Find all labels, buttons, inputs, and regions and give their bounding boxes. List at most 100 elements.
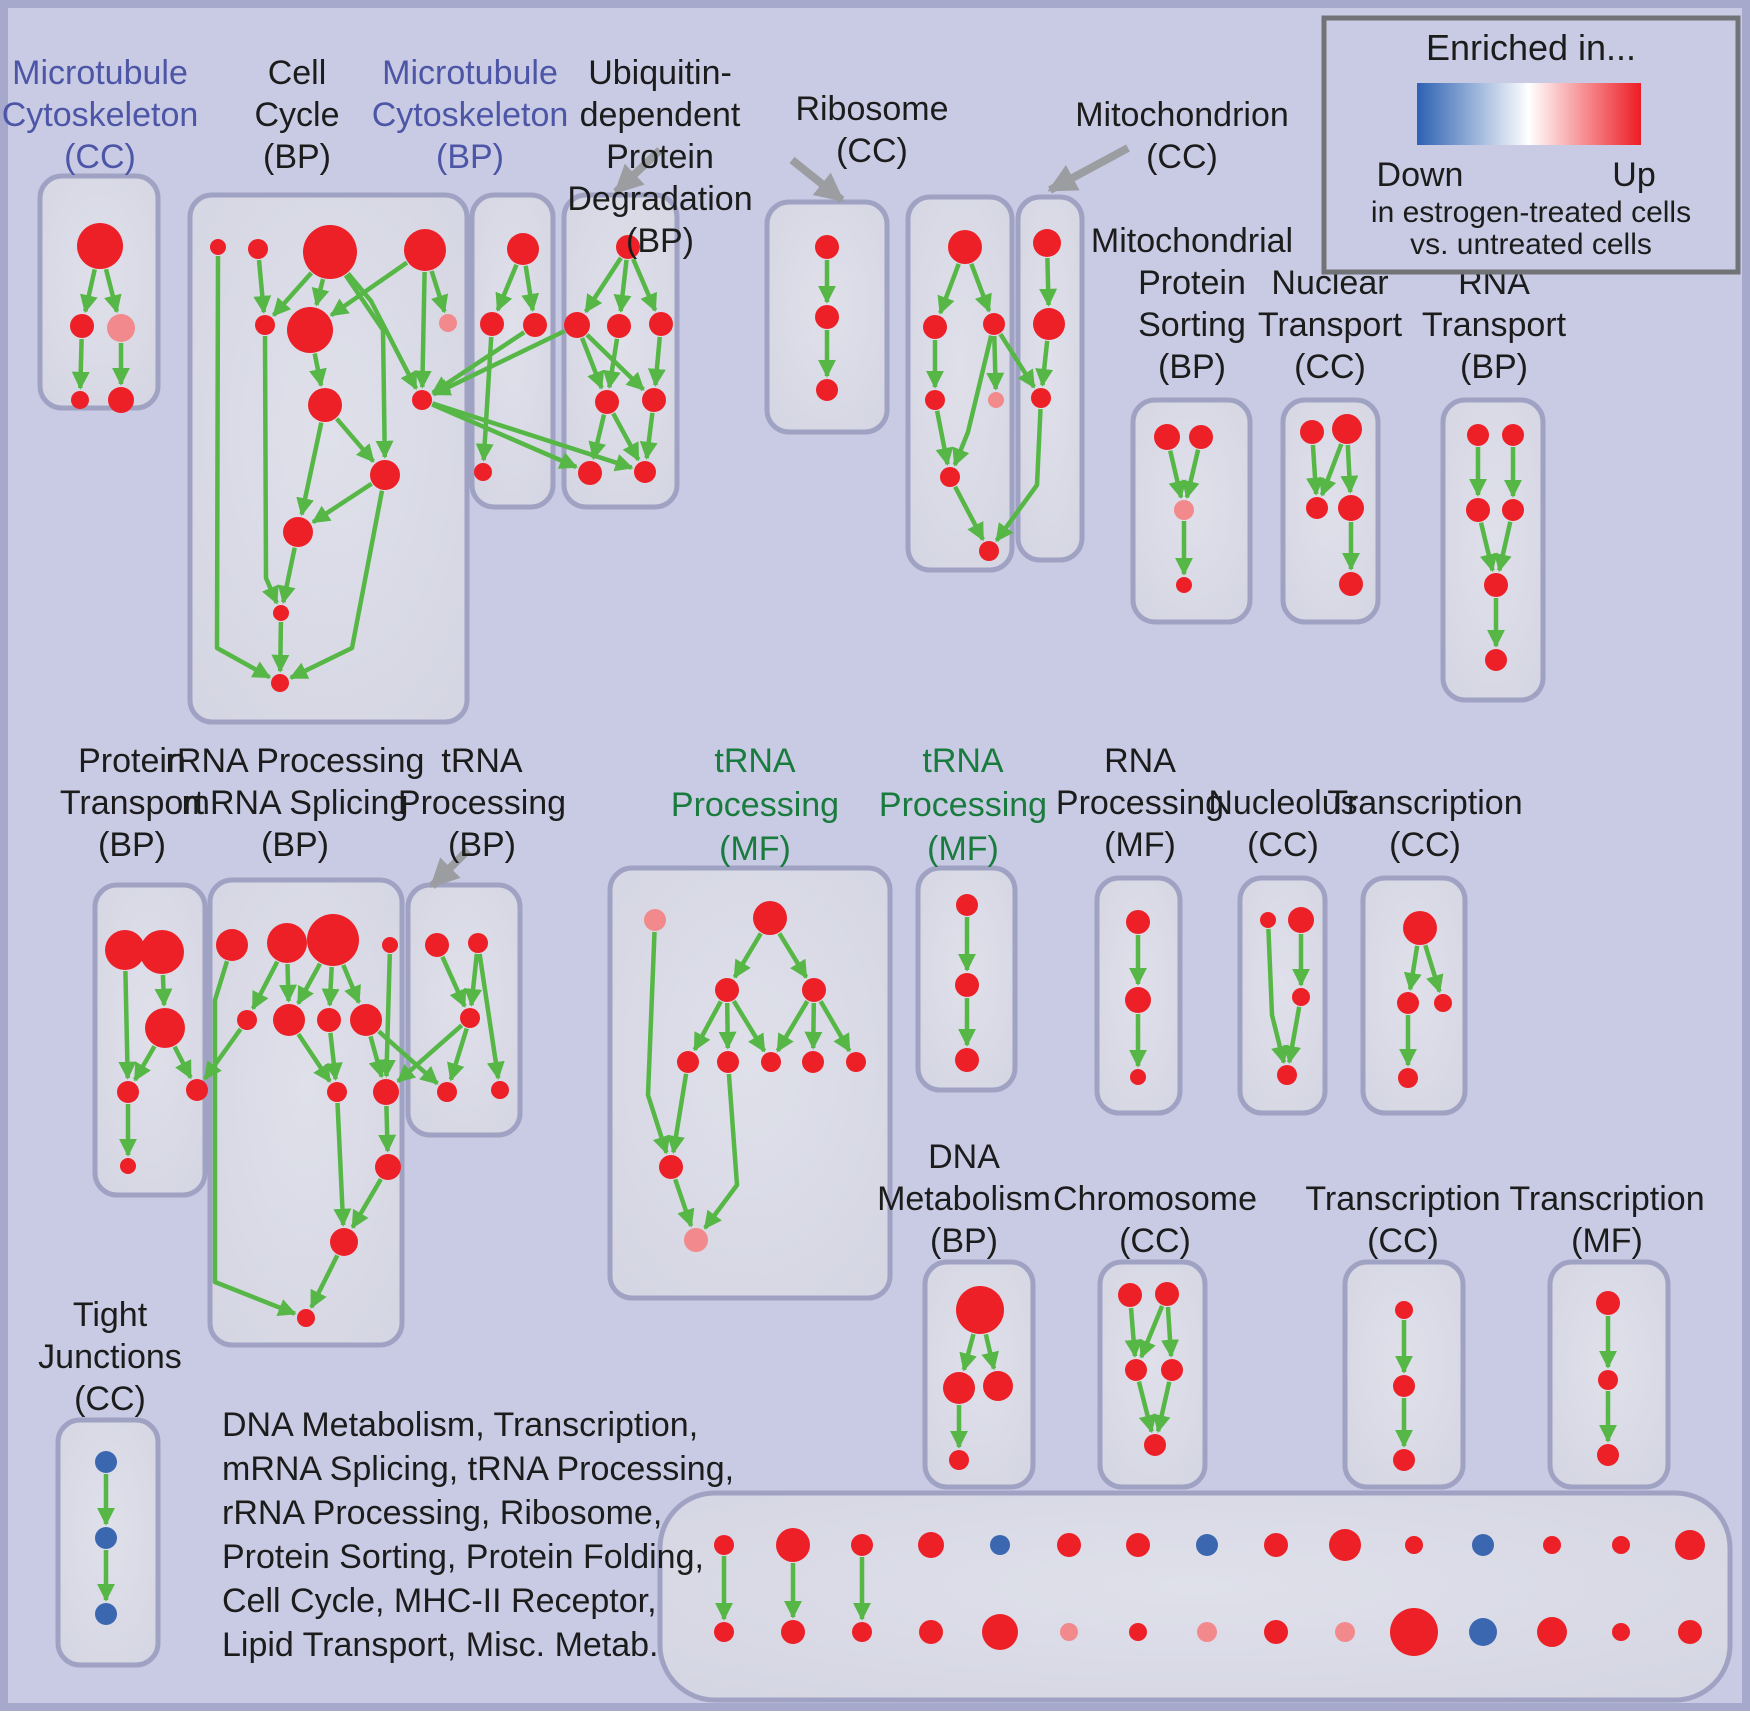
go-term-node bbox=[145, 1008, 185, 1048]
cluster-label-rna-processing-mf: RNA Processing (MF) bbox=[1056, 742, 1224, 864]
cluster-box-nuclear-transport bbox=[1280, 397, 1381, 625]
go-term-node bbox=[983, 1371, 1013, 1401]
edge-arrow bbox=[309, 353, 327, 388]
edge-arrow bbox=[1139, 1305, 1165, 1359]
go-term-node bbox=[412, 390, 432, 410]
legend-note-line2: vs. untreated cells bbox=[1410, 228, 1652, 261]
edge-arrow bbox=[521, 265, 540, 312]
go-term-node bbox=[1264, 1533, 1288, 1557]
misc-categories-text: DNA Metabolism, Transcription, mRNA Splic… bbox=[222, 1406, 734, 1664]
edge-arrow bbox=[324, 1032, 343, 1081]
go-term-node bbox=[460, 1008, 480, 1028]
go-term-node bbox=[273, 605, 289, 621]
go-term-node bbox=[1403, 911, 1437, 945]
go-term-node bbox=[1469, 1618, 1497, 1646]
edge-arrow bbox=[588, 414, 607, 461]
go-term-node bbox=[1130, 1069, 1146, 1085]
go-term-node bbox=[1597, 1444, 1619, 1466]
cluster-label-ubiquitin-degradation: Ubiquitin-dependent Protein Degradation (BP… bbox=[567, 54, 752, 260]
go-term-node bbox=[70, 314, 94, 338]
edge-arrow bbox=[311, 278, 330, 307]
label-pointer-arrow bbox=[789, 156, 845, 204]
go-term-node bbox=[1393, 1449, 1415, 1471]
go-term-node bbox=[474, 463, 492, 481]
cluster-label-trna-processing-mf-1: tRNA Processing (MF) bbox=[671, 742, 839, 868]
edge-arrow bbox=[647, 336, 666, 387]
edge-arrow bbox=[673, 1178, 695, 1228]
go-term-node bbox=[105, 930, 145, 970]
label-pointer-arrow bbox=[429, 847, 471, 889]
go-term-node bbox=[491, 1081, 509, 1099]
go-term-node bbox=[1176, 577, 1192, 593]
go-term-node bbox=[382, 937, 398, 953]
go-term-node bbox=[1434, 994, 1452, 1012]
edge-arrow bbox=[432, 329, 566, 397]
go-term-node bbox=[283, 517, 313, 547]
legend-note-line1: in estrogen-treated cells bbox=[1371, 196, 1691, 229]
go-term-node bbox=[1292, 988, 1310, 1006]
edge-arrow bbox=[334, 417, 376, 463]
edge-arrow bbox=[350, 1177, 383, 1229]
edge-arrow bbox=[1035, 340, 1054, 387]
edge-arrow bbox=[981, 1333, 999, 1371]
go-term-node bbox=[140, 930, 184, 974]
go-term-node bbox=[1338, 495, 1364, 521]
go-term-node bbox=[330, 1228, 358, 1256]
go-term-node bbox=[1126, 910, 1150, 934]
go-term-node bbox=[1033, 229, 1061, 257]
go-term-node bbox=[1329, 1529, 1361, 1561]
go-term-node bbox=[1189, 425, 1213, 449]
legend-title: Enriched in... bbox=[1426, 27, 1636, 68]
go-term-node bbox=[1405, 1536, 1423, 1554]
go-term-node bbox=[1260, 912, 1276, 928]
go-term-node bbox=[1612, 1623, 1630, 1641]
edge-arrow bbox=[775, 1000, 810, 1053]
go-term-node bbox=[108, 387, 134, 413]
go-term-node bbox=[578, 461, 602, 485]
go-term-node bbox=[107, 314, 135, 342]
cluster-label-trna-processing-mf-2: tRNA Processing (MF) bbox=[879, 742, 1047, 868]
go-term-node bbox=[1288, 907, 1314, 933]
go-term-node bbox=[684, 1228, 708, 1252]
edge-arrow bbox=[1152, 1381, 1172, 1434]
edge-arrow bbox=[262, 335, 279, 605]
go-term-node bbox=[802, 1051, 824, 1073]
go-term-node bbox=[1154, 424, 1180, 450]
edge-arrow bbox=[214, 255, 272, 680]
edge-arrow bbox=[311, 481, 373, 524]
go-term-node bbox=[267, 923, 307, 963]
edge-arrow bbox=[1403, 945, 1422, 991]
cluster-label-cell-cycle: Cell Cycle (BP) bbox=[254, 54, 339, 176]
go-term-node bbox=[317, 1008, 341, 1032]
go-term-node bbox=[1332, 414, 1362, 444]
edge-arrow bbox=[333, 1102, 352, 1227]
go-term-node bbox=[1472, 1534, 1494, 1556]
go-term-node bbox=[1537, 1617, 1567, 1647]
legend-down-label: Down bbox=[1377, 156, 1464, 194]
go-term-node bbox=[210, 239, 226, 255]
edge-arrow bbox=[998, 332, 1036, 389]
cluster-box-misc-strip bbox=[657, 1490, 1733, 1703]
edge-arrow bbox=[133, 1045, 157, 1082]
nodes-layer bbox=[70, 223, 1705, 1656]
cluster-box-trna-processing-mf-1 bbox=[607, 865, 893, 1301]
edge-arrow bbox=[495, 263, 519, 312]
go-term-node bbox=[287, 307, 333, 353]
go-term-node bbox=[990, 1535, 1010, 1555]
edge-arrow bbox=[1306, 444, 1325, 496]
go-term-node bbox=[943, 1372, 975, 1404]
go-term-node bbox=[468, 933, 488, 953]
edge-arrow bbox=[1478, 522, 1498, 573]
go-term-node bbox=[714, 1622, 734, 1642]
edge-arrow bbox=[667, 1073, 689, 1154]
edge-arrow bbox=[396, 1023, 464, 1084]
cluster-box-ribosome bbox=[905, 194, 1015, 573]
go-term-node bbox=[308, 388, 342, 422]
go-term-node bbox=[955, 1048, 979, 1072]
edge-arrow bbox=[343, 273, 394, 459]
go-term-node bbox=[851, 1534, 873, 1556]
edge-arrow bbox=[429, 270, 449, 314]
legend-gradient-bar bbox=[1417, 83, 1641, 145]
edge-arrow bbox=[1283, 1006, 1302, 1064]
